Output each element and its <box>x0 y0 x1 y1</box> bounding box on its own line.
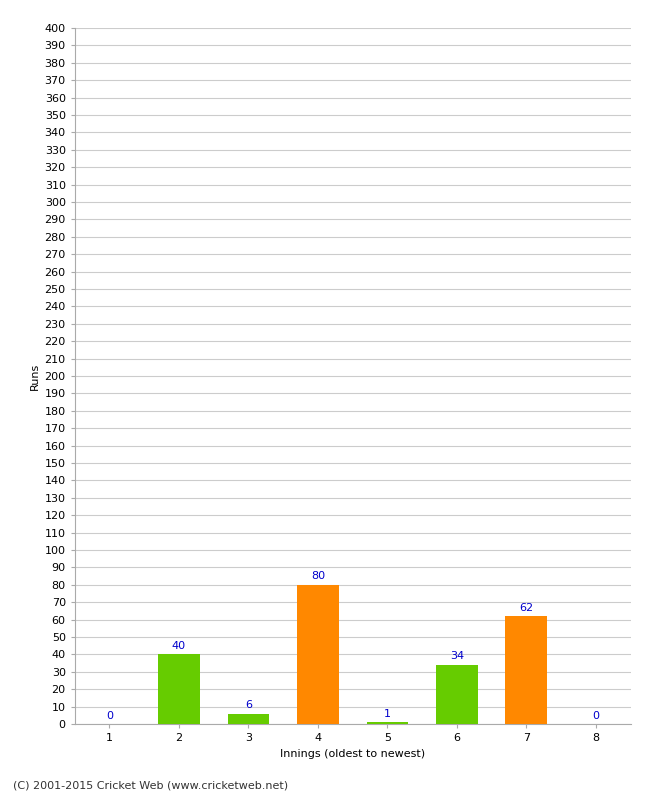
Text: 0: 0 <box>592 710 599 721</box>
Text: 40: 40 <box>172 641 186 651</box>
Bar <box>506 616 547 724</box>
Text: 6: 6 <box>245 700 252 710</box>
Bar <box>367 722 408 724</box>
Text: 80: 80 <box>311 571 325 582</box>
Bar <box>297 585 339 724</box>
Text: (C) 2001-2015 Cricket Web (www.cricketweb.net): (C) 2001-2015 Cricket Web (www.cricketwe… <box>13 781 288 790</box>
Text: 0: 0 <box>106 710 113 721</box>
Y-axis label: Runs: Runs <box>31 362 40 390</box>
X-axis label: Innings (oldest to newest): Innings (oldest to newest) <box>280 749 425 758</box>
Bar <box>436 665 478 724</box>
Text: 62: 62 <box>519 602 534 613</box>
Text: 34: 34 <box>450 651 464 662</box>
Text: 1: 1 <box>384 709 391 718</box>
Bar <box>227 714 269 724</box>
Bar <box>158 654 200 724</box>
